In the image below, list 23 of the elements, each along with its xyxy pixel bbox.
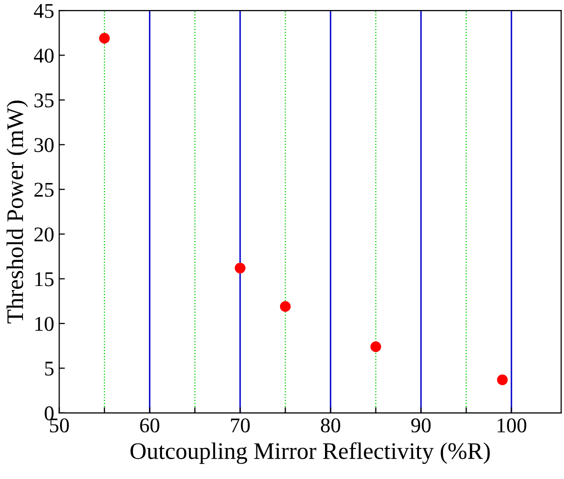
x-tick-label: 90 [411, 418, 431, 432]
x-tick-label: 80 [320, 418, 340, 432]
point [234, 262, 246, 274]
y-tick-label: 5 [45, 362, 54, 376]
x-tick-label: 70 [231, 418, 250, 432]
y-tick-label: 40 [34, 48, 54, 63]
y-tick-label: 25 [34, 182, 54, 197]
y-tick-label: 35 [34, 93, 54, 108]
y-tick-label: 20 [34, 227, 54, 242]
y-tick-label: 30 [34, 138, 54, 152]
x-tick-label: 50 [50, 418, 69, 432]
point [280, 301, 291, 312]
y-tick-label: 0 [44, 406, 54, 420]
point [497, 374, 508, 386]
x-tick-label: 60 [140, 418, 160, 432]
y-tick-label: 15 [35, 272, 54, 286]
y-axis-title: Threshold Power (mW) [6, 100, 28, 324]
x-tick-label: 100 [498, 418, 526, 432]
y-tick-label: 10 [35, 316, 54, 331]
point [370, 341, 382, 352]
x-axis-title: Outcoupling Mirror Reflectivity (%R) [130, 442, 490, 464]
point [99, 32, 110, 44]
y-tick-label: 45 [34, 4, 54, 18]
